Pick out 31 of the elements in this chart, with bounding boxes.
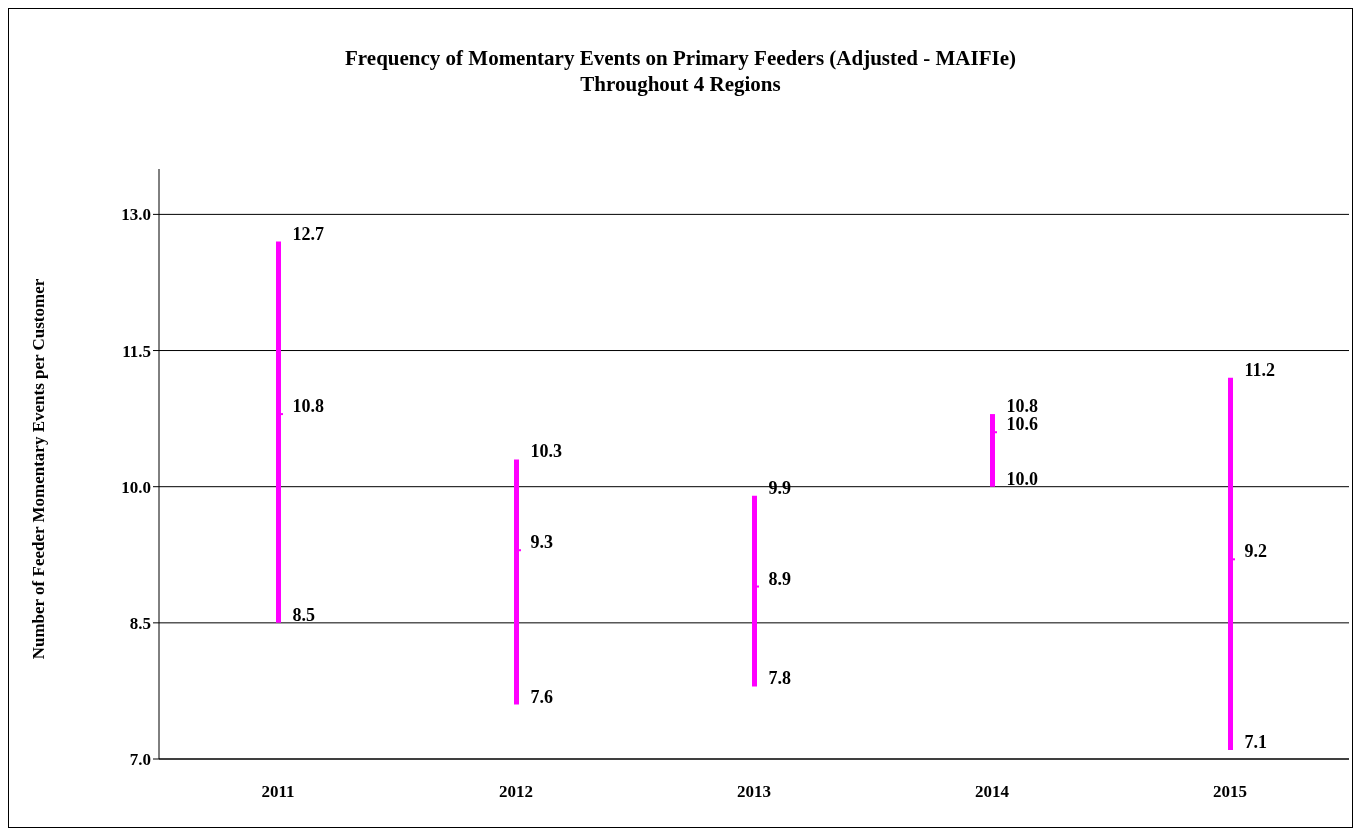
x-tick-label: 2011 [261, 782, 295, 802]
annotation: 12.7 [292, 223, 324, 244]
candlestick [1228, 377, 1235, 750]
candlestick [990, 414, 997, 487]
annotation: 7.1 [1244, 731, 1267, 752]
annotation: 7.6 [530, 686, 553, 707]
x-tick-label: 2015 [1213, 782, 1247, 802]
annotation: 10.0 [1006, 468, 1038, 489]
annotation: 10.8 [1006, 396, 1038, 417]
annotation: 8.5 [292, 604, 315, 625]
x-tick-label: 2012 [499, 782, 533, 802]
annotation: 9.2 [1244, 541, 1267, 562]
annotation: 9.3 [530, 532, 553, 553]
annotation: 10.3 [530, 441, 562, 462]
y-tick-label: 13.0 [121, 205, 151, 225]
x-tick-label: 2013 [737, 782, 771, 802]
y-tick-label: 7.0 [129, 750, 151, 770]
candlestick [514, 459, 521, 705]
candlestick [276, 241, 283, 623]
annotation: 10.8 [292, 396, 324, 417]
annotation: 10.6 [1006, 414, 1038, 435]
y-tick-label: 11.5 [122, 341, 151, 361]
chart-title: Frequency of Momentary Events on Primary Feeders (Adjusted - MAIFIe) Throughout 4 Regions [344, 45, 1017, 97]
y-axis-title: Number of Feeder Momentary Events per Customer [29, 278, 49, 660]
y-tick-label: 10.0 [121, 477, 151, 497]
x-tick-label: 2014 [975, 782, 1010, 802]
annotation: 11.2 [1244, 359, 1276, 380]
annotation: 7.8 [768, 668, 791, 689]
y-tick-label: 8.5 [129, 613, 151, 633]
candlestick [752, 495, 759, 687]
annotation: 8.9 [768, 568, 791, 589]
